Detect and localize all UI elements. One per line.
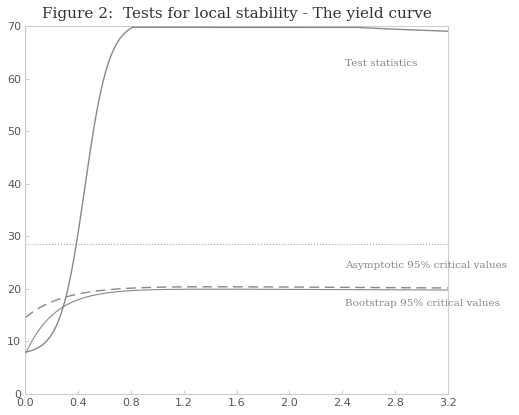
Text: Asymptotic 95% critical values: Asymptotic 95% critical values bbox=[345, 261, 507, 270]
Title: Figure 2:  Tests for local stability - The yield curve: Figure 2: Tests for local stability - Th… bbox=[42, 7, 431, 21]
Text: Test statistics: Test statistics bbox=[345, 59, 417, 68]
Text: Bootstrap 95% critical values: Bootstrap 95% critical values bbox=[345, 299, 500, 308]
